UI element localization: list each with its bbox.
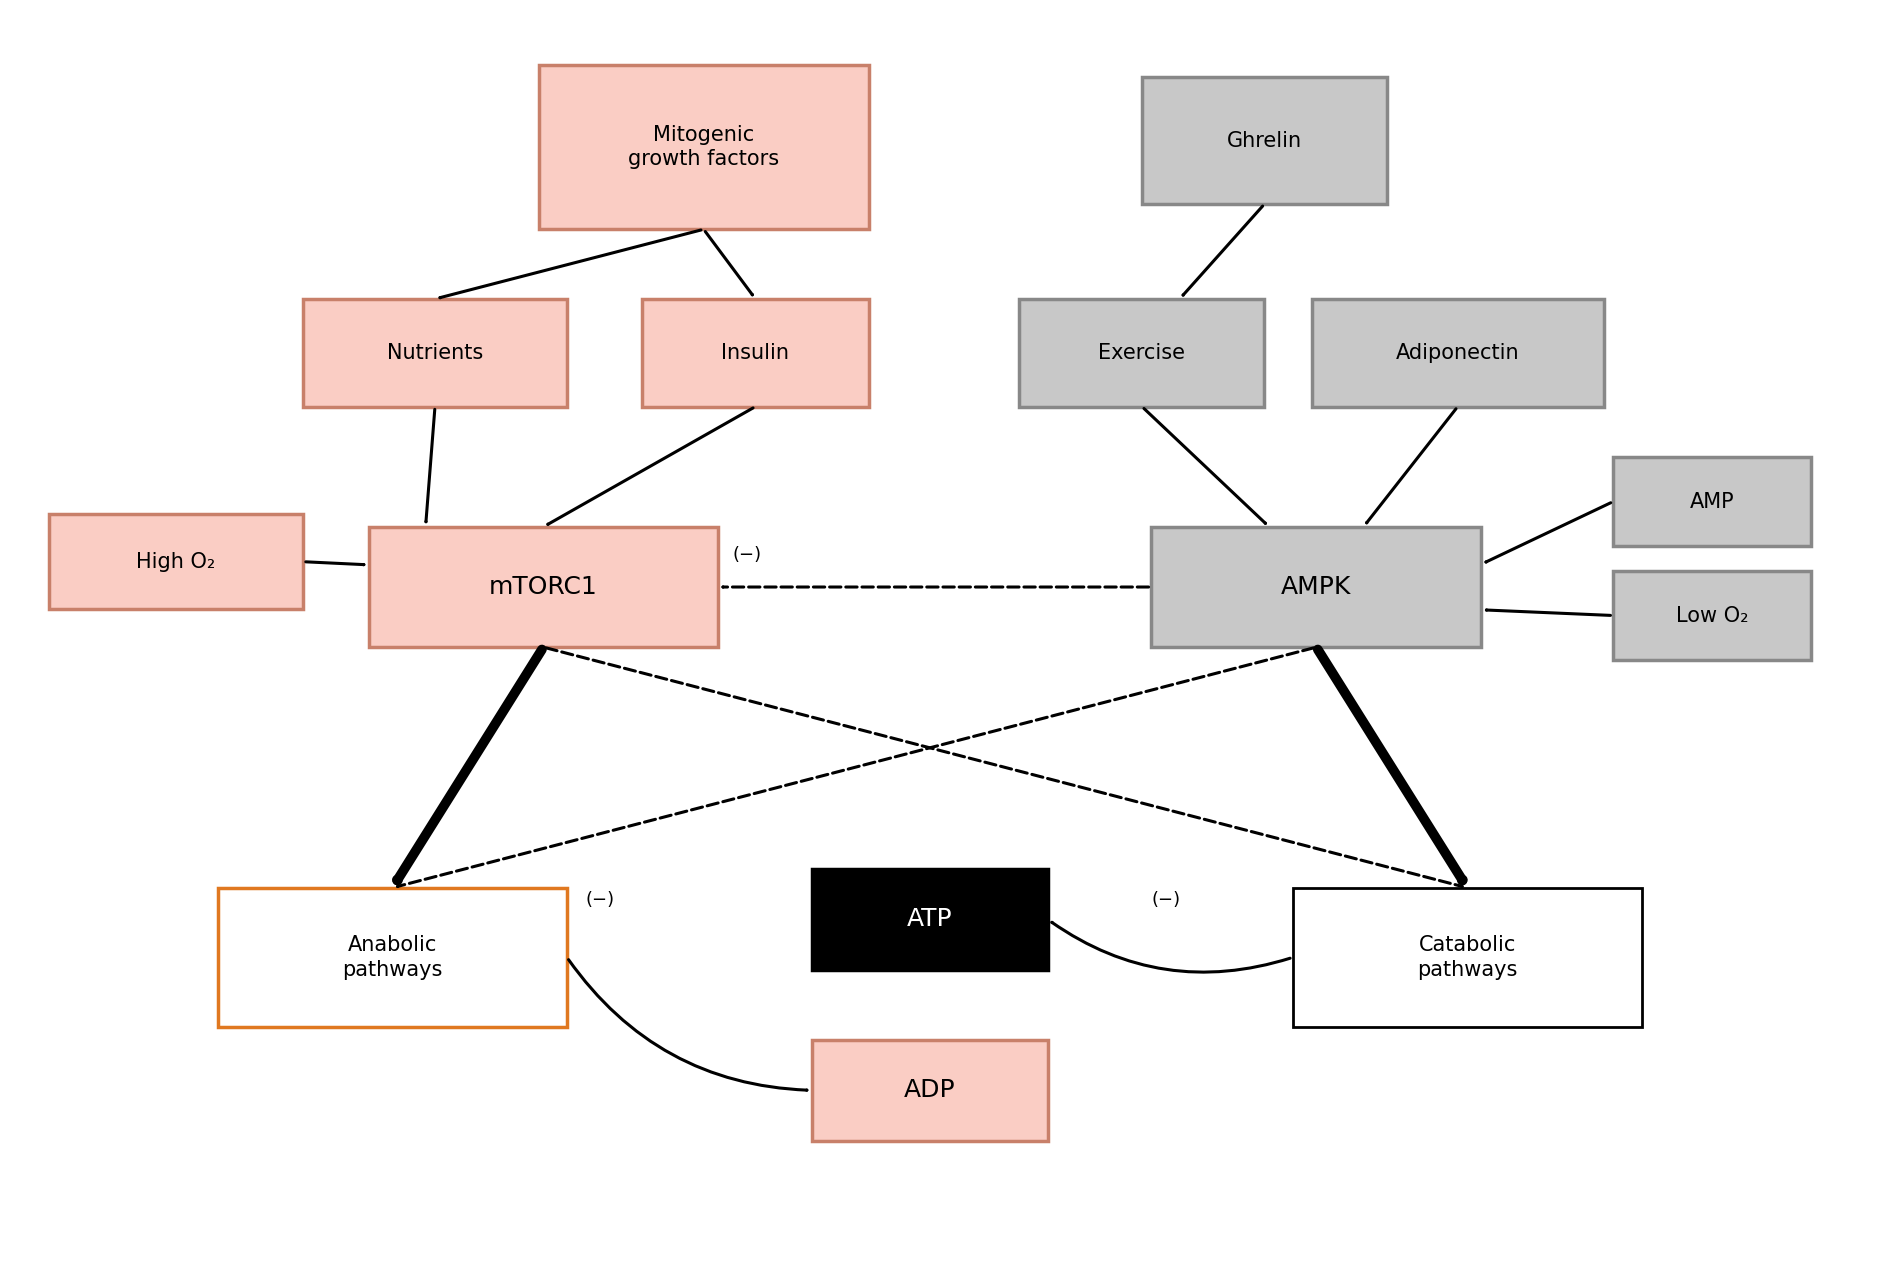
Text: AMP: AMP <box>1690 491 1735 511</box>
FancyBboxPatch shape <box>49 514 304 609</box>
FancyBboxPatch shape <box>1142 77 1388 204</box>
Text: Exercise: Exercise <box>1099 343 1186 363</box>
FancyBboxPatch shape <box>812 869 1048 970</box>
FancyBboxPatch shape <box>1612 457 1811 546</box>
Text: (−): (−) <box>733 547 763 565</box>
Text: Mitogenic
growth factors: Mitogenic growth factors <box>629 124 780 169</box>
FancyBboxPatch shape <box>219 888 566 1027</box>
FancyBboxPatch shape <box>304 299 566 406</box>
FancyBboxPatch shape <box>642 299 868 406</box>
Text: Nutrients: Nutrients <box>387 343 483 363</box>
FancyBboxPatch shape <box>538 65 868 230</box>
FancyBboxPatch shape <box>1312 299 1603 406</box>
Text: Low O₂: Low O₂ <box>1677 605 1748 626</box>
Text: Adiponectin: Adiponectin <box>1395 343 1520 363</box>
FancyBboxPatch shape <box>1612 571 1811 660</box>
FancyBboxPatch shape <box>1020 299 1265 406</box>
Text: (−): (−) <box>1152 891 1180 910</box>
Text: High O₂: High O₂ <box>136 552 215 572</box>
Text: AMPK: AMPK <box>1282 575 1352 599</box>
FancyBboxPatch shape <box>1293 888 1641 1027</box>
FancyBboxPatch shape <box>1152 527 1482 647</box>
Text: Catabolic
pathways: Catabolic pathways <box>1418 935 1518 980</box>
Text: Insulin: Insulin <box>721 343 789 363</box>
Text: mTORC1: mTORC1 <box>489 575 598 599</box>
Text: ATP: ATP <box>906 907 953 931</box>
Text: Anabolic
pathways: Anabolic pathways <box>342 935 444 980</box>
FancyBboxPatch shape <box>812 1039 1048 1141</box>
Text: (−): (−) <box>585 891 615 910</box>
Text: Ghrelin: Ghrelin <box>1227 131 1303 151</box>
FancyBboxPatch shape <box>368 527 717 647</box>
Text: ADP: ADP <box>904 1079 955 1103</box>
